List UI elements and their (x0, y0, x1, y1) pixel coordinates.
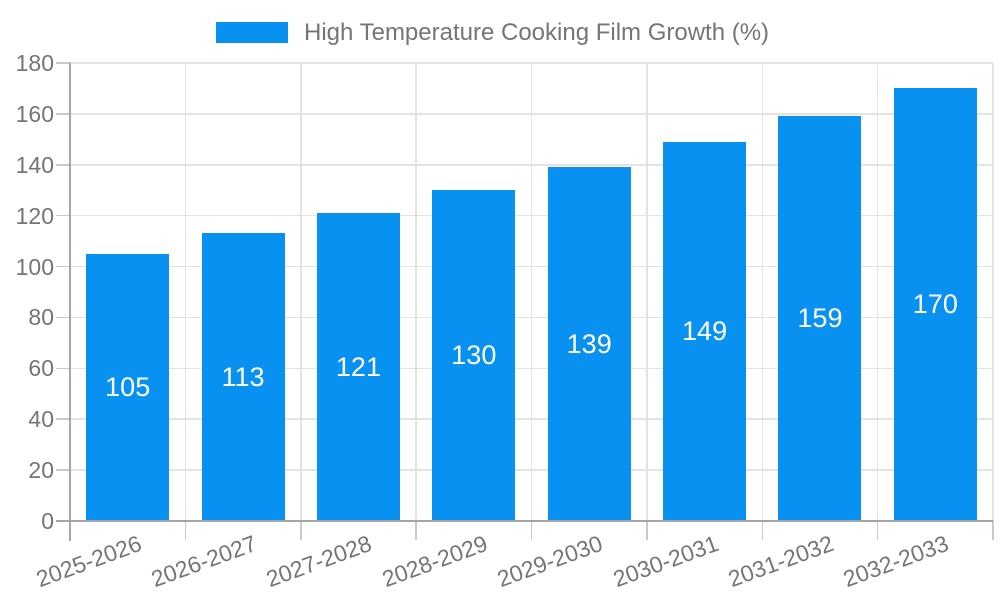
y-axis-tick-label: 160 (15, 100, 54, 127)
bar-2029-2030[interactable]: 139 (547, 167, 631, 521)
y-axis-tick-label: 20 (28, 457, 54, 484)
bar-2031-2032[interactable]: 159 (778, 116, 862, 521)
bar-value-label: 121 (335, 351, 381, 382)
plot-area: 0 20 40 60 80 100 120 140 160 180 105 113 121 130 139 1… (16, 50, 994, 592)
x-axis-category-label: 2028-2029 (378, 530, 491, 593)
y-axis-tick (56, 164, 70, 166)
x-axis-tick (530, 521, 533, 540)
vertical-gridline (415, 63, 417, 521)
x-axis-category-label: 2031-2032 (724, 530, 837, 593)
legend-label: High Temperature Cooking Film Growth (%) (304, 18, 770, 46)
x-axis-category-label: 2025-2026 (32, 530, 145, 593)
y-axis-tick-label: 80 (28, 304, 54, 331)
legend-item[interactable]: High Temperature Cooking Film Growth (%) (216, 19, 769, 46)
x-axis-tick (761, 521, 763, 540)
vertical-gridline (992, 63, 994, 521)
y-axis-tick-label: 120 (15, 202, 54, 229)
vertical-gridline (530, 63, 533, 521)
vertical-gridline (646, 63, 648, 521)
x-axis-category-label: 2029-2030 (493, 530, 607, 593)
vertical-gridline (300, 63, 302, 521)
bar-2028-2029[interactable]: 130 (432, 190, 516, 521)
bar-value-label: 170 (912, 289, 958, 320)
bar-2025-2026[interactable]: 105 (86, 253, 170, 521)
x-axis-tick (184, 521, 187, 540)
x-axis-line (56, 520, 993, 522)
x-axis-category-label: 2032-2033 (839, 530, 953, 593)
y-axis-tick (56, 62, 70, 64)
x-axis-category-label: 2026-2027 (147, 530, 260, 593)
bar-value-label: 139 (566, 328, 612, 359)
bar-2032-2033[interactable]: 170 (893, 88, 977, 521)
y-axis-tick (56, 316, 70, 319)
y-axis-tick-label: 40 (28, 406, 54, 433)
x-axis-category-label: 2030-2031 (609, 530, 722, 593)
x-axis-category-label: 2027-2028 (263, 530, 376, 593)
y-axis-tick-label: 60 (28, 355, 54, 382)
y-axis-tick-label: 180 (15, 50, 54, 76)
x-axis-tick (992, 521, 994, 540)
bar-value-label: 149 (682, 315, 728, 346)
y-axis-tick (56, 418, 70, 420)
y-axis-tick (56, 265, 70, 268)
y-axis-line (69, 63, 71, 541)
y-axis-tick-label: 100 (15, 253, 54, 280)
bar-2027-2028[interactable]: 121 (316, 213, 400, 521)
y-axis-tick-label: 0 (41, 508, 54, 534)
vertical-gridline (184, 63, 187, 521)
x-axis-tick (646, 521, 648, 540)
y-axis-tick (56, 214, 70, 217)
x-axis-tick (415, 521, 417, 540)
x-axis-tick (876, 521, 879, 540)
bar-value-label: 130 (451, 340, 497, 371)
vertical-gridline (876, 63, 879, 521)
bar-value-label: 113 (221, 361, 265, 392)
y-axis-tick (56, 469, 70, 471)
bar-2026-2027[interactable]: 113 (201, 233, 285, 521)
y-axis-tick-label: 140 (15, 151, 54, 178)
y-axis-tick (56, 113, 70, 115)
x-axis-tick (300, 521, 302, 540)
bar-value-label: 105 (105, 371, 151, 402)
vertical-gridline (761, 63, 763, 521)
bar-2030-2031[interactable]: 149 (663, 141, 747, 521)
bar-value-label: 159 (797, 303, 843, 334)
y-axis-tick (56, 367, 70, 370)
legend-swatch-icon (216, 22, 288, 43)
